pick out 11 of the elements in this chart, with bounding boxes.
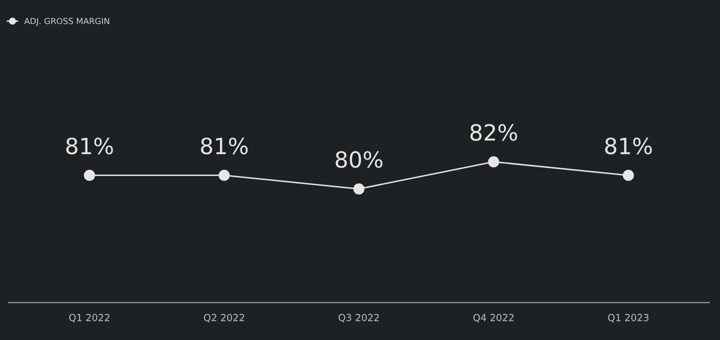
data-label: 81% [201, 138, 248, 154]
data-label: 82% [470, 124, 518, 141]
legend-label: ADJ. GROSS MARGIN [24, 18, 110, 26]
x-tick-label: Q3 2022 [338, 314, 379, 322]
data-label: 81% [66, 138, 113, 154]
x-tick-label: Q4 2022 [473, 314, 514, 322]
x-tick-label: Q2 2022 [204, 314, 244, 322]
data-label: 81% [605, 138, 652, 154]
x-tick-label: Q1 2023 [608, 314, 648, 322]
x-tick-label: Q1 2022 [69, 314, 110, 322]
data-label: 80% [336, 151, 382, 168]
